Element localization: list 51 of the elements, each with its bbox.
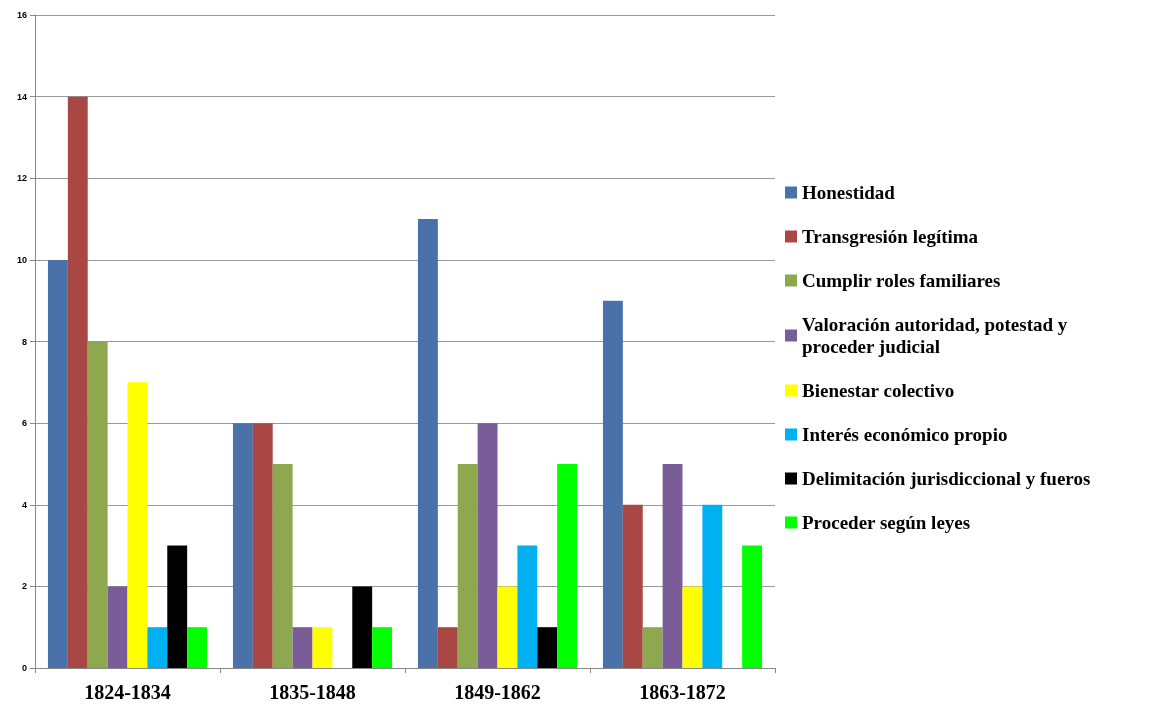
y-tick-label: 4 [21, 499, 27, 510]
bar [537, 627, 558, 668]
bar [417, 219, 438, 668]
bar [67, 96, 88, 668]
x-tick-label: 1863-1872 [639, 681, 726, 703]
bar [272, 463, 293, 668]
bar [352, 586, 373, 668]
y-tick-label: 2 [21, 581, 27, 592]
legend-label: Interés económico propio [802, 424, 1008, 445]
legend-label: Honestidad [802, 182, 896, 203]
y-tick-label: 10 [16, 254, 27, 265]
bar [702, 504, 723, 668]
bar [742, 545, 763, 668]
y-tick-label: 8 [21, 336, 27, 347]
bar [232, 423, 253, 668]
bar [517, 545, 538, 668]
bar [372, 627, 393, 668]
legend-label: Delimitación jurisdiccional y fueros [802, 468, 1091, 489]
bar [167, 545, 188, 668]
x-tick-label: 1835-1848 [269, 681, 356, 703]
bar [557, 463, 578, 668]
bar [602, 300, 623, 668]
bar [477, 423, 498, 668]
bar [187, 627, 208, 668]
bar [622, 504, 643, 668]
y-tick-label: 14 [16, 91, 27, 102]
bar [147, 627, 168, 668]
bar [457, 463, 478, 668]
y-tick-label: 6 [21, 418, 27, 429]
bar [662, 463, 683, 668]
x-tick-label: 1849-1862 [454, 681, 541, 703]
legend-label: Transgresión legítima [802, 226, 979, 247]
bar [107, 586, 128, 668]
y-tick-label: 16 [16, 10, 27, 20]
legend-label: Cumplir roles familiares [802, 270, 1001, 291]
bar [127, 382, 148, 668]
legend-label: Valoración autoridad, potestad y proceder judicial [802, 314, 1073, 357]
bar [497, 586, 518, 668]
bar [437, 627, 458, 668]
bar [312, 627, 333, 668]
bar [252, 423, 273, 668]
bar [292, 627, 313, 668]
legend-label: Bienestar colectivo [802, 380, 955, 401]
bar [682, 586, 703, 668]
y-tick-label: 0 [21, 663, 27, 673]
x-tick-label: 1824-1834 [84, 681, 171, 703]
bar [87, 341, 108, 668]
y-tick-label: 12 [16, 173, 27, 184]
bar [47, 259, 68, 668]
bar [642, 627, 663, 668]
legend-label: Proceder según leyes [802, 512, 971, 533]
